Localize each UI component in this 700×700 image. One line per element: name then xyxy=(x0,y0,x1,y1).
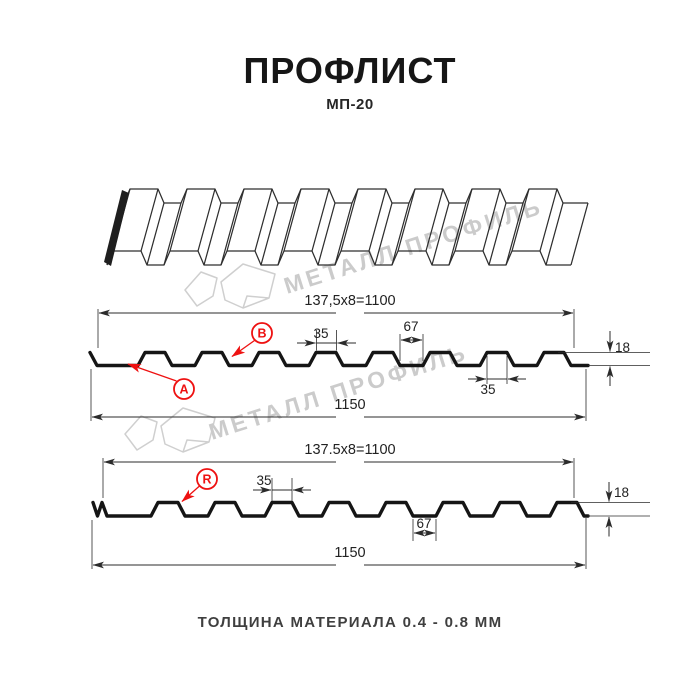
dim-profile-height: 18 xyxy=(558,331,650,386)
dim-valley-width: 67 xyxy=(399,319,424,361)
dim-label-valley-width: 67 xyxy=(403,319,418,334)
label-r-letter: R xyxy=(202,473,211,487)
profile-cross-section xyxy=(88,350,590,368)
sheet-3d-front-edge xyxy=(106,250,571,266)
dim-useful-width: 137.5x8=1100 xyxy=(102,442,575,498)
dim-rib-top-width: 35 xyxy=(297,326,356,351)
metall-profil-logo-icon xyxy=(184,263,276,309)
dim-label-height: 18 xyxy=(615,340,630,355)
label-side-b: B xyxy=(231,322,273,358)
dim-label-total-width: 1150 xyxy=(334,545,365,561)
label-b-letter: B xyxy=(257,327,266,341)
page-subtitle: МП-20 xyxy=(326,96,374,113)
dim-useful-width: 137,5x8=1100 xyxy=(97,293,575,348)
material-thickness-note: ТОЛЩИНА МАТЕРИАЛА 0.4 - 0.8 ММ xyxy=(197,614,503,631)
dim-label-total-width: 1150 xyxy=(334,397,365,413)
dim-label-rib-top-width: 35 xyxy=(313,326,328,341)
dim-total-width: 1150 xyxy=(90,369,587,421)
dim-label-useful-width: 137.5x8=1100 xyxy=(304,442,395,458)
cross-section-front: 137,5x8=1100 35 67 18 xyxy=(88,293,650,421)
dim-label-useful-width: 137,5x8=1100 xyxy=(304,293,395,309)
sheet-3d-far-edge xyxy=(123,188,588,204)
page-title: ПРОФЛИСТ xyxy=(243,50,457,91)
sheet-3d-cut-edge xyxy=(104,190,129,266)
dim-total-width: 1150 xyxy=(91,518,587,569)
dim-valley-width: 67 xyxy=(412,516,437,541)
dim-rib-bottom-width: 35 xyxy=(468,356,526,397)
label-side-a: A xyxy=(127,363,195,400)
label-side-r: R xyxy=(181,468,218,502)
metall-profil-logo-icon xyxy=(124,407,216,453)
dim-profile-height: 18 xyxy=(571,482,650,537)
profile-cross-section xyxy=(91,500,590,518)
dim-label-rib-top-width: 35 xyxy=(256,473,271,488)
watermark-text: МЕТАЛЛ ПРОФИЛЬ xyxy=(281,193,546,299)
dim-label-valley-width: 67 xyxy=(416,516,431,531)
dim-label-rib-bottom-width: 35 xyxy=(480,382,495,397)
sheet-3d-view xyxy=(104,188,589,266)
dim-rib-top-width: 35 xyxy=(253,473,311,501)
label-a-letter: A xyxy=(179,383,188,397)
cross-section-reverse: 137.5x8=1100 35 67 18 xyxy=(91,442,650,569)
dim-label-height: 18 xyxy=(614,485,629,500)
